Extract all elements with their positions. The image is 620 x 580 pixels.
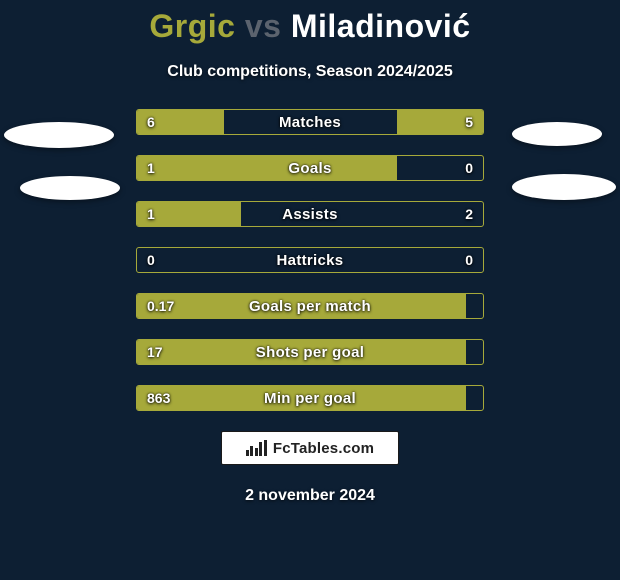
stat-row: 00Hattricks — [136, 247, 484, 273]
title: Grgic vs Miladinović — [0, 8, 620, 45]
vs-separator: vs — [245, 8, 282, 44]
stat-label: Goals per match — [137, 294, 483, 318]
stat-label: Shots per goal — [137, 340, 483, 364]
stat-row: 12Assists — [136, 201, 484, 227]
stat-row: 17Shots per goal — [136, 339, 484, 365]
player1-club-placeholder — [20, 176, 120, 200]
stat-label: Min per goal — [137, 386, 483, 410]
brand-bars-icon — [246, 440, 267, 456]
comparison-card: Grgic vs Miladinović Club competitions, … — [0, 0, 620, 580]
brand-text: FcTables.com — [273, 440, 374, 457]
stat-label: Matches — [137, 110, 483, 134]
stat-row: 0.17Goals per match — [136, 293, 484, 319]
stat-row: 863Min per goal — [136, 385, 484, 411]
subtitle: Club competitions, Season 2024/2025 — [0, 63, 620, 81]
player1-name: Grgic — [149, 8, 235, 44]
player1-avatar-placeholder — [4, 122, 114, 148]
stat-row: 10Goals — [136, 155, 484, 181]
stat-label: Hattricks — [137, 248, 483, 272]
player2-name: Miladinović — [291, 8, 471, 44]
player2-club-placeholder — [512, 174, 616, 200]
stat-row: 65Matches — [136, 109, 484, 135]
stat-bars: 65Matches 10Goals 12Assists 00Hattricks 0.17… — [136, 109, 484, 411]
date-label: 2 november 2024 — [0, 487, 620, 505]
stat-label: Assists — [137, 202, 483, 226]
brand-badge[interactable]: FcTables.com — [221, 431, 399, 465]
player2-avatar-placeholder — [512, 122, 602, 146]
stat-label: Goals — [137, 156, 483, 180]
